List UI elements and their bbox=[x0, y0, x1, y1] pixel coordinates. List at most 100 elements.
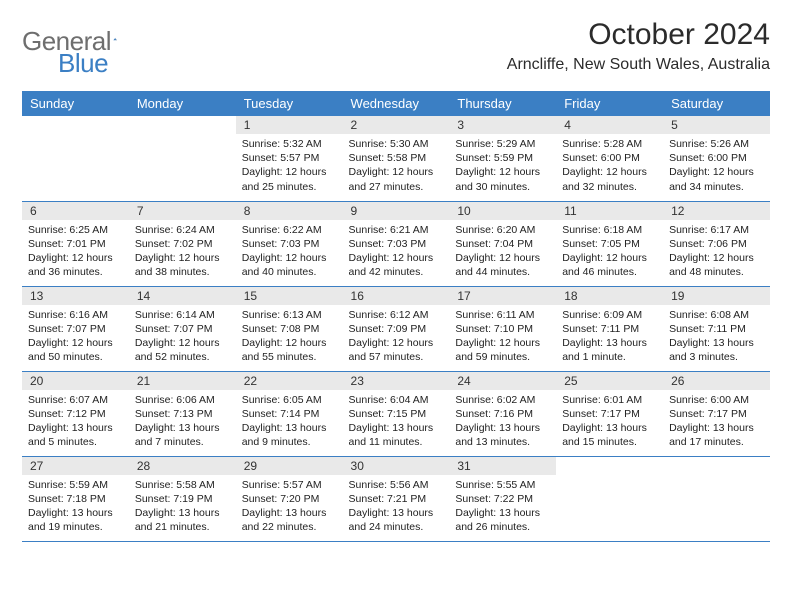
day-number: 29 bbox=[236, 457, 343, 475]
calendar-day-cell: 8 Sunrise: 6:22 AMSunset: 7:03 PMDaylight… bbox=[236, 201, 343, 286]
sunrise-line: Sunrise: 5:26 AM bbox=[669, 137, 764, 151]
title-block: October 2024 Arncliffe, New South Wales,… bbox=[507, 18, 770, 74]
sunset-line: Sunset: 7:10 PM bbox=[455, 322, 550, 336]
day-number: 16 bbox=[343, 287, 450, 305]
sunset-line: Sunset: 7:13 PM bbox=[135, 407, 230, 421]
calendar-day-cell: 23Sunrise: 6:04 AMSunset: 7:15 PMDayligh… bbox=[343, 371, 450, 456]
day-number: 17 bbox=[449, 287, 556, 305]
day-number: 11 bbox=[556, 202, 663, 220]
sunrise-line: Sunrise: 6:00 AM bbox=[669, 393, 764, 407]
day-content: Sunrise: 5:56 AMSunset: 7:21 PMDaylight:… bbox=[343, 475, 450, 541]
calendar-day-cell: 17Sunrise: 6:11 AMSunset: 7:10 PMDayligh… bbox=[449, 286, 556, 371]
daylight-line: Daylight: 12 hours and 40 minutes. bbox=[242, 251, 337, 279]
sunrise-line: Sunrise: 6:06 AM bbox=[135, 393, 230, 407]
day-content: Sunrise: 5:59 AMSunset: 7:18 PMDaylight:… bbox=[22, 475, 129, 541]
calendar-table: SundayMondayTuesdayWednesdayThursdayFrid… bbox=[22, 91, 770, 542]
day-content: Sunrise: 5:29 AMSunset: 5:59 PMDaylight:… bbox=[449, 134, 556, 200]
daylight-line: Daylight: 12 hours and 42 minutes. bbox=[349, 251, 444, 279]
sunset-line: Sunset: 7:12 PM bbox=[28, 407, 123, 421]
daylight-line: Daylight: 12 hours and 57 minutes. bbox=[349, 336, 444, 364]
daylight-line: Daylight: 13 hours and 21 minutes. bbox=[135, 506, 230, 534]
day-number: 31 bbox=[449, 457, 556, 475]
day-content: Sunrise: 6:16 AMSunset: 7:07 PMDaylight:… bbox=[22, 305, 129, 371]
day-content: Sunrise: 6:01 AMSunset: 7:17 PMDaylight:… bbox=[556, 390, 663, 456]
daylight-line: Daylight: 13 hours and 1 minute. bbox=[562, 336, 657, 364]
sunset-line: Sunset: 5:59 PM bbox=[455, 151, 550, 165]
sunrise-line: Sunrise: 5:59 AM bbox=[28, 478, 123, 492]
day-content: Sunrise: 5:55 AMSunset: 7:22 PMDaylight:… bbox=[449, 475, 556, 541]
sunset-line: Sunset: 7:03 PM bbox=[242, 237, 337, 251]
day-content: Sunrise: 6:24 AMSunset: 7:02 PMDaylight:… bbox=[129, 220, 236, 286]
sunset-line: Sunset: 7:08 PM bbox=[242, 322, 337, 336]
day-number: 30 bbox=[343, 457, 450, 475]
sunset-line: Sunset: 7:11 PM bbox=[562, 322, 657, 336]
calendar-day-cell: . bbox=[22, 116, 129, 201]
daylight-line: Daylight: 12 hours and 27 minutes. bbox=[349, 165, 444, 193]
daylight-line: Daylight: 13 hours and 17 minutes. bbox=[669, 421, 764, 449]
day-number: 13 bbox=[22, 287, 129, 305]
calendar-day-cell: 3Sunrise: 5:29 AMSunset: 5:59 PMDaylight… bbox=[449, 116, 556, 201]
calendar-day-cell: 9Sunrise: 6:21 AMSunset: 7:03 PMDaylight… bbox=[343, 201, 450, 286]
sunrise-line: Sunrise: 6:11 AM bbox=[455, 308, 550, 322]
calendar-day-cell: 30Sunrise: 5:56 AMSunset: 7:21 PMDayligh… bbox=[343, 456, 450, 541]
sunset-line: Sunset: 7:07 PM bbox=[28, 322, 123, 336]
sunset-line: Sunset: 7:14 PM bbox=[242, 407, 337, 421]
daylight-line: Daylight: 13 hours and 22 minutes. bbox=[242, 506, 337, 534]
daylight-line: Daylight: 13 hours and 19 minutes. bbox=[28, 506, 123, 534]
calendar-day-cell: 1Sunrise: 5:32 AMSunset: 5:57 PMDaylight… bbox=[236, 116, 343, 201]
sunrise-line: Sunrise: 6:22 AM bbox=[242, 223, 337, 237]
day-number: 8 bbox=[236, 202, 343, 220]
day-content: Sunrise: 5:57 AMSunset: 7:20 PMDaylight:… bbox=[236, 475, 343, 541]
calendar-day-cell: 2Sunrise: 5:30 AMSunset: 5:58 PMDaylight… bbox=[343, 116, 450, 201]
day-number: 25 bbox=[556, 372, 663, 390]
daylight-line: Daylight: 13 hours and 5 minutes. bbox=[28, 421, 123, 449]
sunset-line: Sunset: 7:16 PM bbox=[455, 407, 550, 421]
daylight-line: Daylight: 12 hours and 30 minutes. bbox=[455, 165, 550, 193]
calendar-day-cell: . bbox=[663, 456, 770, 541]
day-content: Sunrise: 6:05 AMSunset: 7:14 PMDaylight:… bbox=[236, 390, 343, 456]
day-content: Sunrise: 6:20 AMSunset: 7:04 PMDaylight:… bbox=[449, 220, 556, 286]
calendar-day-cell: 31Sunrise: 5:55 AMSunset: 7:22 PMDayligh… bbox=[449, 456, 556, 541]
sunset-line: Sunset: 7:22 PM bbox=[455, 492, 550, 506]
sunrise-line: Sunrise: 6:07 AM bbox=[28, 393, 123, 407]
sunrise-line: Sunrise: 6:14 AM bbox=[135, 308, 230, 322]
sunrise-line: Sunrise: 6:13 AM bbox=[242, 308, 337, 322]
sunset-line: Sunset: 7:05 PM bbox=[562, 237, 657, 251]
day-number: 2 bbox=[343, 116, 450, 134]
day-content: Sunrise: 6:14 AMSunset: 7:07 PMDaylight:… bbox=[129, 305, 236, 371]
daylight-line: Daylight: 12 hours and 32 minutes. bbox=[562, 165, 657, 193]
sunset-line: Sunset: 7:11 PM bbox=[669, 322, 764, 336]
calendar-day-cell: 10Sunrise: 6:20 AMSunset: 7:04 PMDayligh… bbox=[449, 201, 556, 286]
day-number: 5 bbox=[663, 116, 770, 134]
calendar-day-cell: 25Sunrise: 6:01 AMSunset: 7:17 PMDayligh… bbox=[556, 371, 663, 456]
sunrise-line: Sunrise: 6:24 AM bbox=[135, 223, 230, 237]
day-content: Sunrise: 5:58 AMSunset: 7:19 PMDaylight:… bbox=[129, 475, 236, 541]
calendar-day-cell: 28Sunrise: 5:58 AMSunset: 7:19 PMDayligh… bbox=[129, 456, 236, 541]
day-content: Sunrise: 5:26 AMSunset: 6:00 PMDaylight:… bbox=[663, 134, 770, 200]
day-number: 12 bbox=[663, 202, 770, 220]
sunrise-line: Sunrise: 5:30 AM bbox=[349, 137, 444, 151]
calendar-day-cell: . bbox=[129, 116, 236, 201]
calendar-day-cell: 20Sunrise: 6:07 AMSunset: 7:12 PMDayligh… bbox=[22, 371, 129, 456]
day-number: 24 bbox=[449, 372, 556, 390]
sunrise-line: Sunrise: 6:01 AM bbox=[562, 393, 657, 407]
sunrise-line: Sunrise: 5:55 AM bbox=[455, 478, 550, 492]
calendar-day-cell: 24Sunrise: 6:02 AMSunset: 7:16 PMDayligh… bbox=[449, 371, 556, 456]
sunrise-line: Sunrise: 6:20 AM bbox=[455, 223, 550, 237]
sunset-line: Sunset: 7:06 PM bbox=[669, 237, 764, 251]
calendar-day-cell: 12Sunrise: 6:17 AMSunset: 7:06 PMDayligh… bbox=[663, 201, 770, 286]
month-title: October 2024 bbox=[507, 18, 770, 52]
daylight-line: Daylight: 13 hours and 11 minutes. bbox=[349, 421, 444, 449]
calendar-day-cell: 27Sunrise: 5:59 AMSunset: 7:18 PMDayligh… bbox=[22, 456, 129, 541]
day-number: 10 bbox=[449, 202, 556, 220]
day-content: Sunrise: 5:30 AMSunset: 5:58 PMDaylight:… bbox=[343, 134, 450, 200]
day-content: Sunrise: 6:06 AMSunset: 7:13 PMDaylight:… bbox=[129, 390, 236, 456]
day-number: 19 bbox=[663, 287, 770, 305]
daylight-line: Daylight: 12 hours and 44 minutes. bbox=[455, 251, 550, 279]
sunset-line: Sunset: 7:15 PM bbox=[349, 407, 444, 421]
sunset-line: Sunset: 7:21 PM bbox=[349, 492, 444, 506]
day-number: 15 bbox=[236, 287, 343, 305]
daylight-line: Daylight: 13 hours and 15 minutes. bbox=[562, 421, 657, 449]
day-number: 27 bbox=[22, 457, 129, 475]
day-content: Sunrise: 6:09 AMSunset: 7:11 PMDaylight:… bbox=[556, 305, 663, 371]
